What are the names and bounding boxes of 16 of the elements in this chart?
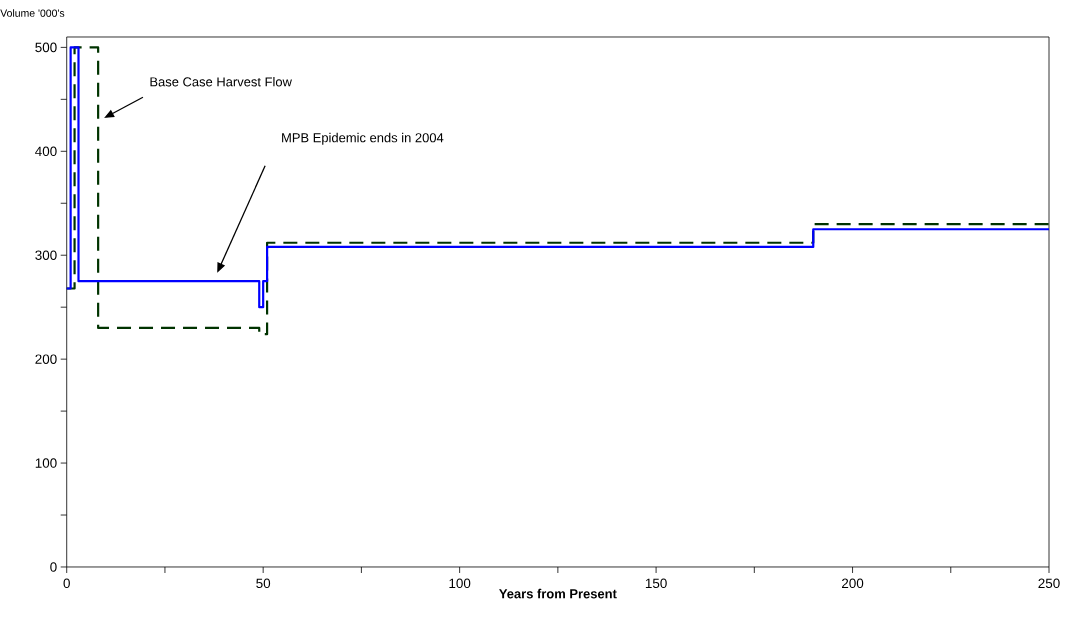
x-axis-title: Years from Present	[499, 588, 617, 599]
x-tick-label: 0	[63, 578, 70, 589]
x-tick-label: 200	[842, 578, 864, 589]
y-tick-label: 0	[50, 562, 57, 572]
y-tick-label: 300	[35, 250, 57, 260]
annotation: Base Case Harvest Flow	[150, 76, 292, 87]
y-tick-label: 500	[35, 42, 57, 53]
x-tick-label: 50	[256, 578, 271, 589]
x-tick-label: 150	[645, 578, 667, 589]
x-tick-label: 100	[449, 578, 471, 589]
x-tick-label: 250	[1038, 578, 1060, 589]
y-tick-label: 200	[35, 354, 57, 364]
annotation: MPB Epidemic ends in 2004	[282, 132, 444, 145]
y-axis-title: Volume '000's	[0, 9, 65, 17]
y-tick-label: 100	[35, 458, 57, 468]
y-tick-label: 400	[35, 146, 57, 157]
